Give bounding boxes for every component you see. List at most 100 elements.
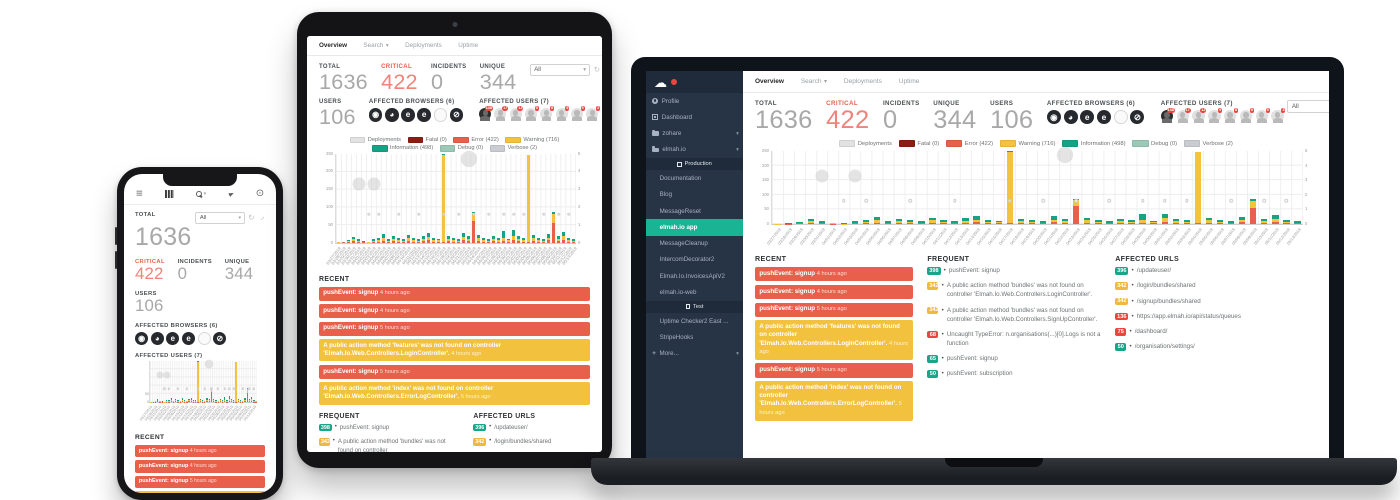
affected-url-item[interactable]: 342 • /login/bundles/shared	[1115, 282, 1196, 291]
affected-url-item[interactable]: 136 • https://app.elmah.io/api/status/qu…	[1115, 312, 1241, 321]
severity-chart[interactable]: 0 50 100 150 200 250 0 1 2 3 4 5 03/27/2019 03/28/201…	[755, 147, 1317, 251]
tab-overview[interactable]: Overview	[755, 78, 784, 85]
legend-item[interactable]: Information (498)	[1062, 140, 1126, 147]
log-filter-select[interactable]: All ▾	[195, 211, 245, 224]
recent-event[interactable]: pushEvent: signup 5 hours ago	[135, 475, 265, 489]
sidebar-item[interactable]: Profile	[646, 93, 743, 109]
tab-overview[interactable]: Overview	[319, 42, 348, 49]
search-button[interactable]: ▾	[195, 191, 206, 197]
sidebar-item[interactable]: Test	[646, 300, 743, 313]
recent-event[interactable]: pushEvent: signup 4 hours ago	[319, 286, 590, 301]
avatar[interactable]: 17	[494, 106, 509, 122]
sidebar-item[interactable]: Documentation	[659, 175, 702, 183]
legend-item[interactable]: Debug (0)	[439, 145, 483, 152]
sidebar-item[interactable]: elmah.io-web	[659, 288, 697, 296]
legend-item[interactable]: Information (498)	[371, 145, 433, 152]
recent-event[interactable]: A public action method 'features' was no…	[755, 320, 914, 360]
sidebar-item[interactable]: elmah.io ▾	[646, 142, 743, 158]
sidebar-item[interactable]: MessageReset	[659, 207, 701, 215]
avatar[interactable]: 3	[1271, 107, 1286, 124]
legend-item[interactable]: Error (422)	[453, 136, 499, 143]
legend-item[interactable]: Fatal (0)	[898, 140, 939, 147]
legend-item[interactable]: Warning (716)	[505, 136, 559, 143]
recent-event[interactable]: pushEvent: signup 4 hours ago	[755, 267, 914, 282]
avatar[interactable]: 5	[1255, 107, 1270, 124]
sidebar-item[interactable]: IntercomDecorator2	[659, 256, 715, 264]
log-filter-select[interactable]: All ▾	[1287, 100, 1329, 114]
recent-event[interactable]: A public action method 'index' was not f…	[755, 380, 914, 421]
legend-item[interactable]: Verbose (2)	[489, 145, 537, 152]
legend-item[interactable]: Verbose (2)	[1183, 140, 1233, 147]
sidebar-item[interactable]: MessageCleanup	[659, 240, 708, 248]
severity-chart[interactable]: 0 50 100 150 200 250 0 1 2 3 4 5 03/27/2019 03/28/201…	[319, 151, 590, 272]
tab-search[interactable]: Search ▾	[800, 78, 827, 85]
sidebar-item[interactable]: zohare ▾	[646, 126, 743, 142]
frequent-item[interactable]: 342 • A public action method 'bundles' w…	[319, 438, 446, 452]
refresh-icon[interactable]: ↻	[248, 213, 255, 223]
sidebar-item[interactable]: Dashboard	[646, 109, 743, 125]
recent-event[interactable]: pushEvent: signup 5 hours ago	[755, 302, 914, 317]
tab-deployments[interactable]: Deployments	[405, 42, 442, 49]
frequent-item[interactable]: 342 • A public action method 'bundles' w…	[927, 306, 1098, 323]
refresh-icon[interactable]: ↻	[593, 65, 601, 75]
recent-event[interactable]: pushEvent: signup 4 hours ago	[135, 460, 265, 473]
tab-uptime[interactable]: Uptime	[458, 42, 479, 49]
frequent-item[interactable]: 50 • pushEvent: subscription	[927, 370, 1101, 379]
avatar[interactable]: 8	[1223, 107, 1239, 124]
sidebar-item[interactable]: Elmah.Io.InvoicesApiV2	[659, 272, 725, 280]
avatar[interactable]: 138	[479, 106, 493, 122]
avatar[interactable]: 3	[586, 106, 600, 122]
brand-logo[interactable]: ☁	[646, 71, 743, 93]
recent-event[interactable]: pushEvent: signup 5 hours ago	[319, 364, 590, 379]
sidebar-item[interactable]: More... ▾	[646, 345, 743, 361]
tab-deployments[interactable]: Deployments	[843, 78, 882, 85]
affected-url-item[interactable]: 75 • /dashboard/	[1115, 327, 1317, 337]
frequent-item[interactable]: 342 • A public action method 'bundles' w…	[927, 282, 1093, 299]
avatar[interactable]: 6	[1239, 107, 1254, 124]
frequent-item[interactable]: 398 • pushEvent: signup	[319, 423, 390, 432]
affected-url-item[interactable]: 396 • /updateuser/	[473, 423, 528, 432]
legend-item[interactable]: Deployments	[839, 140, 892, 147]
recent-event[interactable]: pushEvent: signup 5 hours ago	[319, 321, 590, 336]
avatar[interactable]: 9	[1208, 107, 1223, 124]
legend-item[interactable]: Warning (716)	[999, 140, 1055, 147]
legend-item[interactable]: Deployments	[349, 136, 401, 143]
sidebar-item[interactable]: Uptime Checker2 East ...	[659, 317, 729, 325]
avatar[interactable]: 12	[509, 106, 524, 122]
apps-grid-icon[interactable]	[164, 190, 174, 198]
sidebar-item[interactable]: Blog	[659, 191, 673, 199]
sidebar-item[interactable]: Production	[646, 158, 743, 171]
log-filter-select[interactable]: All ▾	[529, 64, 590, 77]
menu-icon[interactable]: ≡	[136, 187, 143, 201]
avatar[interactable]: 9	[525, 106, 539, 122]
legend-item[interactable]: Debug (0)	[1132, 140, 1177, 147]
avatar[interactable]: 138	[1160, 107, 1175, 124]
sidebar-item[interactable]: StripeHooks	[659, 333, 694, 341]
legend-item[interactable]: Fatal (0)	[407, 136, 447, 143]
affected-url-item[interactable]: 342 • /login/bundles/shared	[473, 438, 552, 447]
expand-icon[interactable]: ↔	[255, 212, 268, 224]
avatar[interactable]: 8	[540, 106, 555, 122]
tab-search[interactable]: Search ▾	[363, 42, 389, 49]
tab-uptime[interactable]: Uptime	[898, 78, 920, 85]
affected-url-item[interactable]: 50 • /organisation/settings/	[1115, 343, 1317, 352]
recent-event[interactable]: pushEvent: signup 4 hours ago	[755, 284, 914, 300]
avatar[interactable]: 6	[555, 106, 570, 122]
recent-event[interactable]: pushEvent: signup 4 hours ago	[319, 304, 590, 319]
deployments-icon[interactable]	[227, 191, 235, 197]
avatar[interactable]: 17	[1176, 107, 1191, 124]
recent-event[interactable]: pushEvent: signup 5 hours ago	[755, 363, 914, 378]
recent-event[interactable]: pushEvent: signup 4 hours ago	[135, 445, 265, 458]
affected-url-item[interactable]: 396 • /updateuser/	[1115, 267, 1172, 275]
affected-url-item[interactable]: 342 • /signup/bundles/shared	[1115, 297, 1201, 306]
sidebar-item[interactable]: elmah.io app	[646, 219, 743, 236]
legend-item[interactable]: Error (422)	[946, 140, 993, 147]
recent-event[interactable]: A public action method 'features' was no…	[319, 339, 590, 362]
frequent-item[interactable]: 65 • pushEvent: signup	[927, 354, 1101, 364]
avatar[interactable]: 12	[1192, 107, 1207, 124]
frequent-item[interactable]: 68 • Uncaught TypeError: n.organisations…	[927, 330, 1101, 349]
frequent-item[interactable]: 398 • pushEvent: signup	[927, 267, 1000, 275]
severity-chart[interactable]: 0 50 03/27/2019 03/29/2019 03/31/2019 04/02/2…	[135, 359, 265, 426]
avatar[interactable]: 5	[570, 106, 585, 122]
uptime-icon[interactable]: ⊙	[255, 188, 264, 199]
